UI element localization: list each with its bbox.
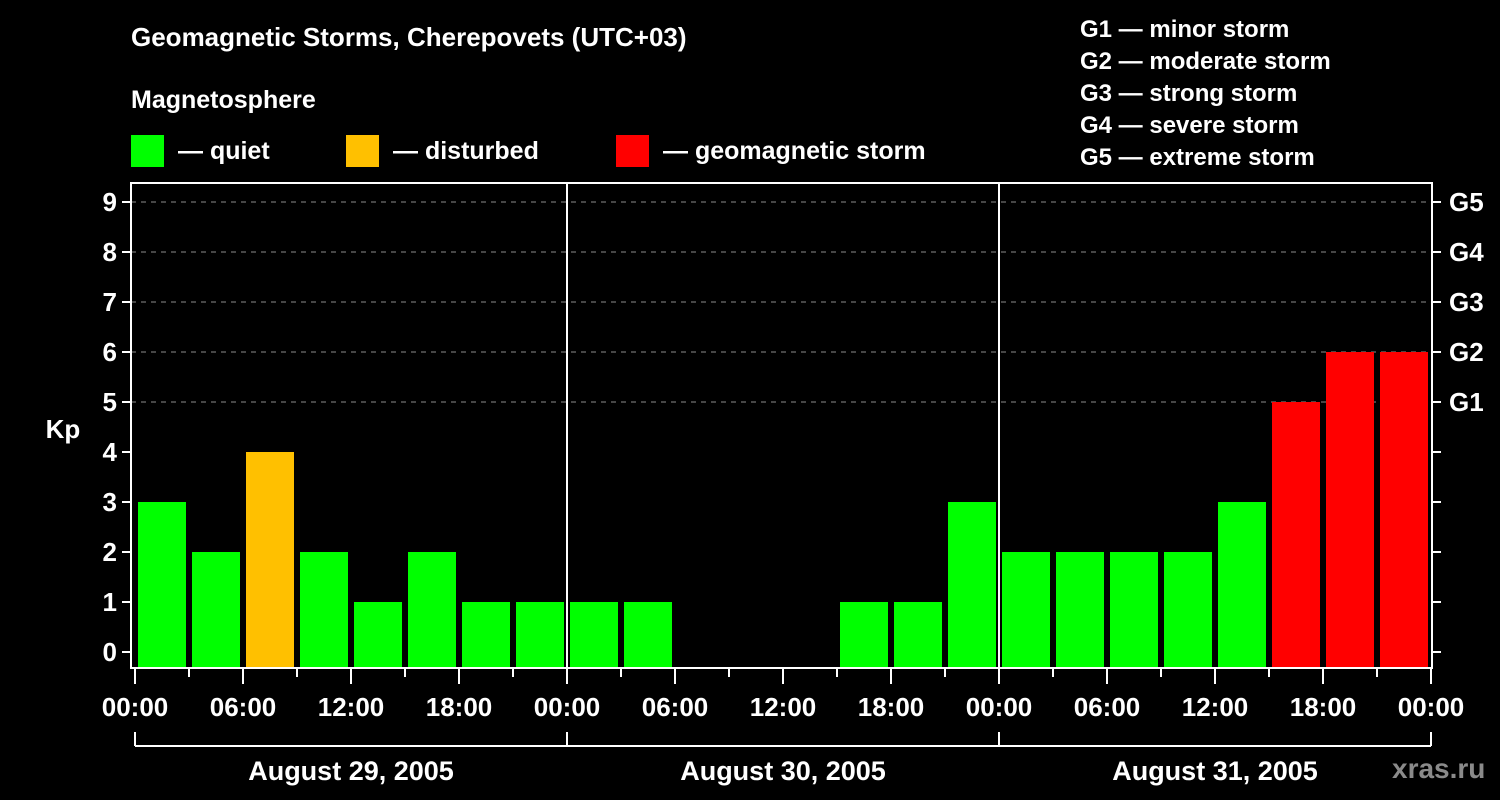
x-tick-label: 06:00 <box>1074 692 1141 722</box>
kp-bar <box>570 602 618 667</box>
legend-label-storm: — geomagnetic storm <box>663 136 926 165</box>
y-tick-label: 3 <box>103 487 117 517</box>
y-tick-label: 0 <box>103 637 117 667</box>
disturbed-swatch <box>346 135 379 167</box>
g-scale-item: G2 — moderate storm <box>1080 48 1331 75</box>
x-tick-label: 18:00 <box>426 692 493 722</box>
legend-heading: Magnetosphere <box>131 86 316 114</box>
date-label: August 31, 2005 <box>1112 756 1318 786</box>
y-axis-label: Kp <box>46 414 81 444</box>
g-scale-item: G1 — minor storm <box>1080 16 1290 43</box>
chart-title: Geomagnetic Storms, Cherepovets (UTC+03) <box>131 22 687 52</box>
x-tick-label: 18:00 <box>1290 692 1357 722</box>
kp-bar <box>516 602 564 667</box>
date-label: August 30, 2005 <box>680 756 886 786</box>
x-tick-label: 12:00 <box>1182 692 1249 722</box>
x-tick-label: 18:00 <box>858 692 925 722</box>
plot-frame <box>130 182 1433 669</box>
kp-bar <box>462 602 510 667</box>
legend-label-quiet: — quiet <box>178 136 270 165</box>
g-scale-item: G3 — strong storm <box>1080 80 1298 107</box>
g-level-label: G3 <box>1449 287 1484 317</box>
g-level-label: G5 <box>1449 187 1484 217</box>
y-tick-label: 8 <box>103 237 117 267</box>
g-scale-legend: G1 — minor storm G2 — moderate storm G3 … <box>1080 14 1331 174</box>
kp-bar <box>300 552 348 667</box>
y-tick-label: 7 <box>103 287 117 317</box>
y-tick-label: 6 <box>103 337 117 367</box>
g-scale-item: G4 — severe storm <box>1080 112 1299 139</box>
x-tick-label: 12:00 <box>318 692 385 722</box>
x-tick-label: 00:00 <box>102 692 169 722</box>
kp-bar <box>1164 552 1212 667</box>
kp-bar <box>1110 552 1158 667</box>
x-tick-label: 00:00 <box>966 692 1033 722</box>
legend-item-disturbed: — disturbed <box>346 134 539 168</box>
legend-item-quiet: — quiet <box>131 134 270 168</box>
kp-bar <box>894 602 942 667</box>
legend-item-storm: — geomagnetic storm <box>616 134 926 168</box>
date-label: August 29, 2005 <box>248 756 454 786</box>
kp-bar <box>948 502 996 667</box>
kp-bar <box>246 452 294 667</box>
y-tick-label: 2 <box>103 537 117 567</box>
kp-bar <box>1056 552 1104 667</box>
kp-bar <box>1326 352 1374 667</box>
legend-label-disturbed: — disturbed <box>393 136 539 165</box>
kp-bar <box>1380 352 1428 667</box>
x-tick-label: 12:00 <box>750 692 817 722</box>
x-tick-label: 06:00 <box>642 692 709 722</box>
kp-bar <box>354 602 402 667</box>
quiet-swatch <box>131 135 164 167</box>
x-tick-label: 00:00 <box>1398 692 1465 722</box>
kp-bar <box>1272 402 1320 667</box>
kp-bar <box>1218 502 1266 667</box>
kp-bar <box>192 552 240 667</box>
g-level-label: G2 <box>1449 337 1484 367</box>
g-level-label: G1 <box>1449 387 1484 417</box>
kp-bar <box>138 502 186 667</box>
kp-bar <box>1002 552 1050 667</box>
kp-bar <box>408 552 456 667</box>
storm-swatch <box>616 135 649 167</box>
x-tick-label: 06:00 <box>210 692 277 722</box>
x-tick-label: 00:00 <box>534 692 601 722</box>
g-level-label: G4 <box>1449 237 1484 267</box>
kp-bar <box>624 602 672 667</box>
y-tick-label: 5 <box>103 387 117 417</box>
y-tick-label: 1 <box>103 587 117 617</box>
g-scale-item: G5 — extreme storm <box>1080 144 1315 171</box>
y-tick-label: 9 <box>103 187 117 217</box>
y-tick-label: 4 <box>103 437 118 467</box>
watermark: xras.ru <box>1392 753 1486 784</box>
kp-bar <box>840 602 888 667</box>
